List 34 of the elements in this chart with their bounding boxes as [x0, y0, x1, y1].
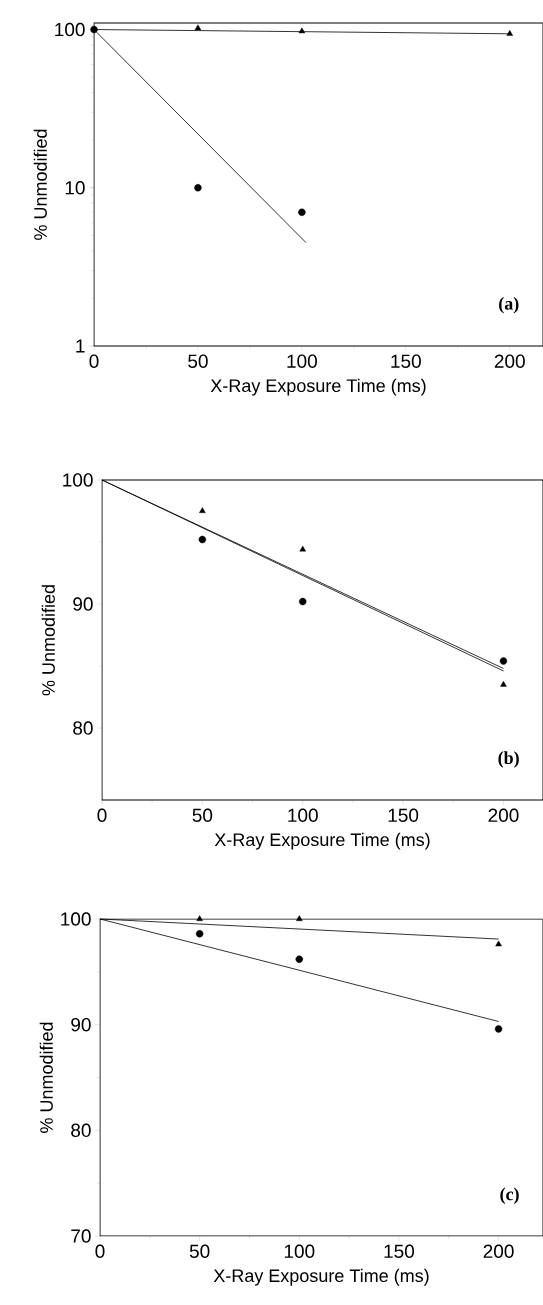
- y-tick-label: 90: [71, 1017, 91, 1032]
- y-tick-label: 80: [73, 721, 93, 735]
- x-tick-label: 100: [288, 808, 318, 822]
- x-axis-title: X-Ray Exposure Time (ms): [213, 1268, 429, 1286]
- annotation: (a): [499, 297, 519, 314]
- x-tick-label: 100: [287, 354, 317, 368]
- y-axis-title: % Unmodified: [41, 585, 55, 696]
- annotation: (b): [498, 751, 519, 768]
- x-tick-label: 50: [192, 808, 213, 822]
- x-tick-label: 0: [95, 1244, 105, 1258]
- x-tick-label: 0: [97, 808, 107, 822]
- y-tick-label: 70: [71, 1229, 91, 1243]
- x-tick-label: 50: [189, 1244, 210, 1258]
- x-axis-title: X-Ray Exposure Time (ms): [214, 832, 430, 850]
- annotation: (c): [500, 1187, 519, 1204]
- x-tick-label: 0: [89, 354, 99, 368]
- y-tick-label: 1: [76, 339, 85, 353]
- y-tick-label: 80: [71, 1123, 91, 1138]
- y-axis-title: % Unmodified: [33, 129, 47, 240]
- y-tick-label: 100: [61, 912, 91, 926]
- y-axis-title: % Unmodified: [39, 1022, 53, 1133]
- x-tick-label: 200: [488, 808, 519, 822]
- x-tick-label: 150: [391, 354, 421, 368]
- y-tick-label: 10: [65, 181, 85, 195]
- x-tick-label: 200: [494, 354, 525, 368]
- y-tick-label: 90: [73, 597, 93, 611]
- x-tick-label: 200: [483, 1244, 514, 1258]
- y-tick-label: 100: [63, 473, 93, 487]
- x-tick-label: 100: [284, 1244, 315, 1258]
- x-tick-label: 150: [388, 808, 419, 822]
- x-axis-title: X-Ray Exposure Time (ms): [210, 378, 426, 396]
- x-tick-label: 150: [384, 1244, 415, 1258]
- x-tick-label: 50: [188, 354, 208, 368]
- y-tick-label: 100: [55, 22, 85, 37]
